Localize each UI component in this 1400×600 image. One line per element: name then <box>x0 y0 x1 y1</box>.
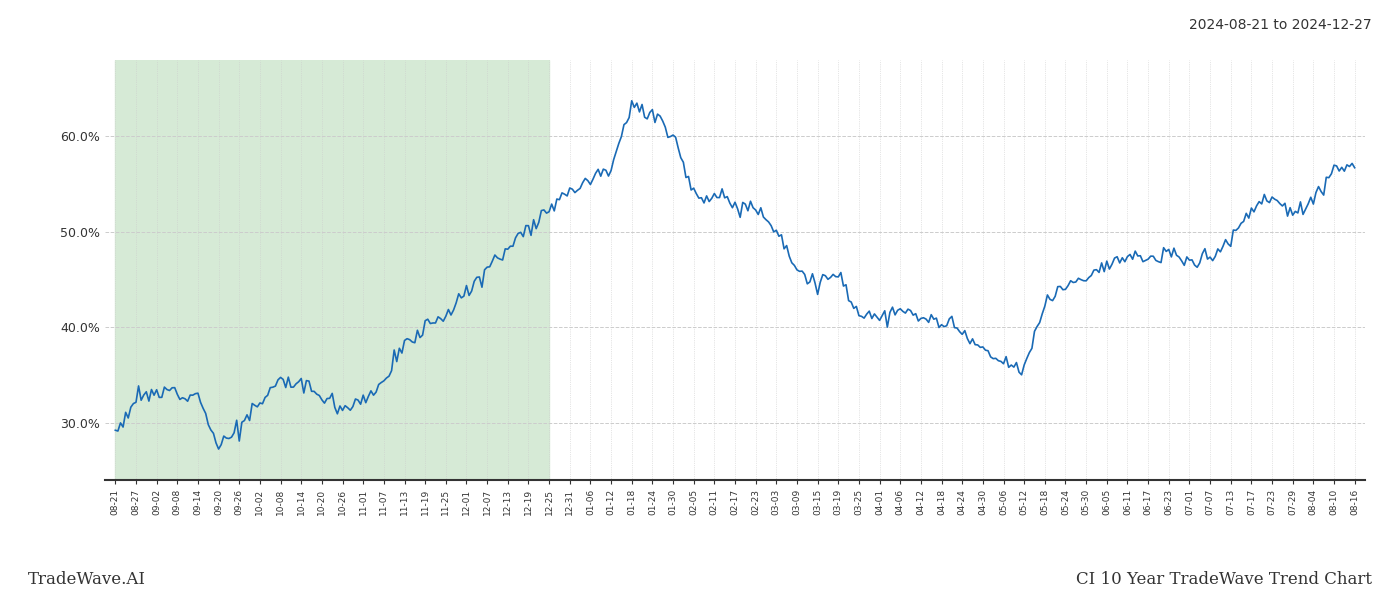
Bar <box>115 60 549 480</box>
Text: 2024-08-21 to 2024-12-27: 2024-08-21 to 2024-12-27 <box>1190 18 1372 32</box>
Text: TradeWave.AI: TradeWave.AI <box>28 571 146 588</box>
Text: CI 10 Year TradeWave Trend Chart: CI 10 Year TradeWave Trend Chart <box>1077 571 1372 588</box>
